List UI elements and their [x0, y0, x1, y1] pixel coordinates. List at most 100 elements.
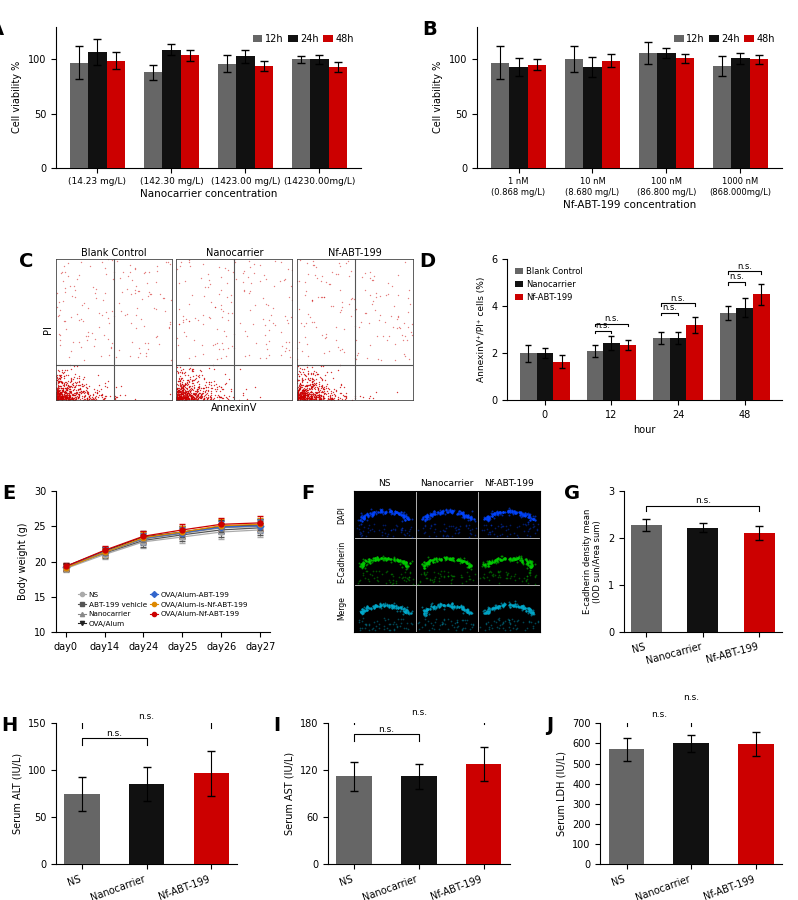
Point [401, 333, 413, 347]
Point [307, 378, 320, 392]
Bar [162, 50, 180, 167]
Point [68, 278, 81, 293]
Point [69, 392, 81, 407]
Point [51, 390, 64, 404]
Point [214, 390, 227, 404]
Point [207, 361, 220, 375]
Point [61, 391, 73, 405]
Point [201, 390, 214, 404]
Point [70, 390, 83, 404]
Point [172, 392, 184, 406]
Point [51, 386, 64, 400]
Point [53, 294, 65, 309]
Point [296, 388, 309, 402]
Point [53, 386, 66, 400]
Point [228, 255, 241, 269]
Point [192, 380, 205, 394]
Point [294, 375, 306, 390]
Point [296, 390, 309, 404]
Point [170, 391, 183, 405]
Point [56, 392, 69, 406]
Point [186, 375, 199, 390]
Point [52, 392, 65, 407]
Point [317, 389, 330, 403]
Point [172, 338, 184, 352]
Point [356, 270, 369, 284]
Point [368, 303, 381, 318]
X-axis label: Nanocarrier concentration: Nanocarrier concentration [140, 189, 277, 199]
Point [69, 283, 81, 297]
Point [184, 383, 196, 398]
Point [53, 385, 66, 400]
Point [68, 392, 81, 406]
Point [204, 294, 217, 309]
Point [51, 392, 64, 407]
Point [237, 266, 250, 280]
Point [200, 380, 213, 394]
Point [175, 392, 188, 407]
Point [314, 392, 327, 406]
Point [200, 392, 213, 406]
Point [171, 388, 184, 402]
Point [319, 327, 332, 341]
Point [178, 390, 191, 404]
Point [210, 382, 223, 396]
Point [174, 392, 187, 406]
Point [181, 381, 194, 395]
Point [366, 273, 379, 287]
Point [300, 284, 313, 299]
Point [184, 381, 197, 395]
Point [305, 380, 318, 394]
Point [300, 392, 313, 407]
Point [215, 336, 228, 350]
Point [328, 392, 341, 407]
Point [381, 286, 394, 301]
Point [56, 388, 69, 402]
Point [89, 392, 102, 406]
Point [53, 392, 65, 406]
Point [299, 392, 312, 406]
Point [180, 387, 193, 401]
Point [63, 392, 76, 406]
Point [139, 265, 152, 279]
Point [49, 389, 62, 403]
Point [340, 390, 353, 404]
Point [298, 392, 310, 407]
Point [174, 391, 187, 405]
Point [52, 391, 65, 405]
Point [177, 391, 190, 405]
Point [174, 374, 187, 388]
Point [313, 392, 326, 407]
Point [249, 380, 262, 394]
Point [52, 384, 65, 399]
Point [205, 392, 218, 406]
Point [294, 366, 307, 381]
Point [177, 384, 190, 399]
Point [173, 259, 186, 274]
Point [315, 377, 328, 392]
Point [183, 378, 196, 392]
Point [292, 382, 305, 396]
Point [89, 390, 101, 404]
Point [306, 392, 318, 406]
Point [244, 276, 257, 291]
Point [172, 390, 184, 404]
Point [171, 392, 184, 407]
Point [183, 388, 196, 402]
Point [306, 391, 318, 405]
Point [298, 382, 311, 397]
Point [291, 388, 304, 402]
Point [60, 390, 73, 404]
Point [171, 392, 184, 406]
Point [319, 379, 332, 393]
Point [210, 384, 223, 399]
Point [53, 379, 66, 393]
Point [181, 389, 194, 403]
Point [61, 379, 74, 393]
Point [325, 385, 338, 400]
Point [757, 83, 770, 97]
Point [171, 392, 184, 407]
Point [57, 382, 69, 397]
Point [198, 392, 211, 407]
Text: n.s.: n.s. [411, 708, 427, 717]
